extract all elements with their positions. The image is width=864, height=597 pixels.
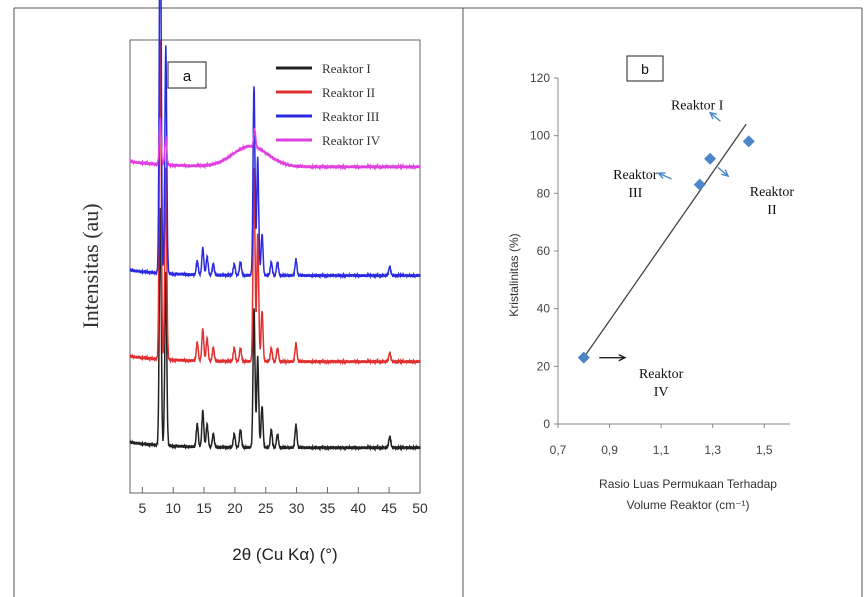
annotation-arrowhead-2 <box>657 172 666 179</box>
panel-b-label: b <box>641 61 649 77</box>
panel-a-plot-area <box>129 39 421 494</box>
data-point-4 <box>742 135 755 148</box>
data-point-1 <box>577 351 590 364</box>
x-tick-label-a-8: 40 <box>351 500 367 516</box>
annotation-2-line-2: III <box>628 186 642 201</box>
x-tick-label-a-1: 5 <box>138 500 146 516</box>
legend-label-1: Reaktor I <box>322 61 371 76</box>
annotation-arrowhead-1 <box>708 111 718 120</box>
axes-b: 0 20 40 60 80 100 120 0,7 0,9 1,1 1,3 1,5 <box>530 71 790 457</box>
annotation-arrowhead-3 <box>721 169 730 178</box>
x-tick-label-b-2: 0,9 <box>601 443 618 457</box>
y-tick-label-b-4: 60 <box>537 244 551 258</box>
points-b <box>577 123 755 364</box>
series-line-1 <box>129 207 421 452</box>
x-tick-label-a-6: 30 <box>289 500 305 516</box>
x-tick-label-a-5: 25 <box>258 500 274 516</box>
annotations-b: Reaktor I Reaktor III Reaktor II Reaktor IV <box>599 99 794 400</box>
panel-b-label-box <box>626 55 664 82</box>
x-axis-label-b-line-2: Volume Reaktor (cm⁻¹) <box>626 498 749 512</box>
annotation-arrowhead-4 <box>618 354 627 362</box>
trendline <box>583 123 747 359</box>
annotation-3-line-1: Reaktor <box>750 185 795 200</box>
annotation-2-line-1: Reaktor <box>613 168 658 183</box>
legend-label-2: Reaktor II <box>322 85 375 100</box>
y-axis-label-b: Kristalinitas (%) <box>507 233 521 316</box>
x-tick-label-a-9: 45 <box>381 500 397 516</box>
panel-b-scatter-chart: b 0 20 40 60 80 100 120 0,7 0,9 1,1 1,3 1,5 Reaktor… <box>507 55 794 512</box>
y-tick-label-b-1: 0 <box>543 417 550 431</box>
series-a <box>129 0 421 452</box>
x-tick-label-b-4: 1,3 <box>704 443 721 457</box>
x-axis-a: 5 10 15 20 25 30 35 40 45 50 <box>138 487 428 516</box>
y-tick-label-b-2: 20 <box>537 359 551 373</box>
series-line-3 <box>129 0 421 280</box>
y-tick-label-b-7: 120 <box>530 71 550 85</box>
annotation-arrow-3 <box>717 166 729 177</box>
annotation-3-line-2: II <box>767 203 777 218</box>
annotation-arrow-1 <box>709 112 721 122</box>
x-axis-label-b-line-1: Rasio Luas Permukaan Terhadap <box>599 477 777 491</box>
annotation-4-line-2: IV <box>654 385 669 400</box>
panel-a-label: a <box>183 68 192 85</box>
annotation-1-line-1: Reaktor I <box>671 99 724 114</box>
x-tick-label-b-5: 1,5 <box>756 443 773 457</box>
y-tick-label-b-6: 100 <box>530 129 550 143</box>
data-point-3 <box>704 152 717 165</box>
data-point-2 <box>693 178 706 191</box>
y-tick-label-b-5: 80 <box>537 186 551 200</box>
y-tick-label-b-3: 40 <box>537 302 551 316</box>
annotation-arrow-2 <box>658 172 672 180</box>
x-axis-label-a: 2θ (Cu Kα) (°) <box>232 545 337 564</box>
x-tick-label-a-10: 50 <box>412 500 428 516</box>
x-tick-label-a-3: 15 <box>196 500 212 516</box>
annotation-4-line-1: Reaktor <box>639 367 684 382</box>
x-tick-label-b-3: 1,1 <box>653 443 670 457</box>
legend-label-3: Reaktor III <box>322 109 379 124</box>
x-tick-label-b-1: 0,7 <box>550 443 567 457</box>
x-tick-label-a-2: 10 <box>165 500 181 516</box>
series-line-2 <box>129 40 421 366</box>
panel-a-label-box <box>167 61 207 89</box>
y-axis-label-a: Intensitas (au) <box>78 203 103 328</box>
legend-a: Reaktor I Reaktor II Reaktor III Reaktor IV <box>276 61 381 148</box>
x-tick-label-a-7: 35 <box>320 500 336 516</box>
x-tick-label-a-4: 20 <box>227 500 243 516</box>
series-line-4 <box>129 117 421 171</box>
legend-label-4: Reaktor IV <box>322 133 381 148</box>
